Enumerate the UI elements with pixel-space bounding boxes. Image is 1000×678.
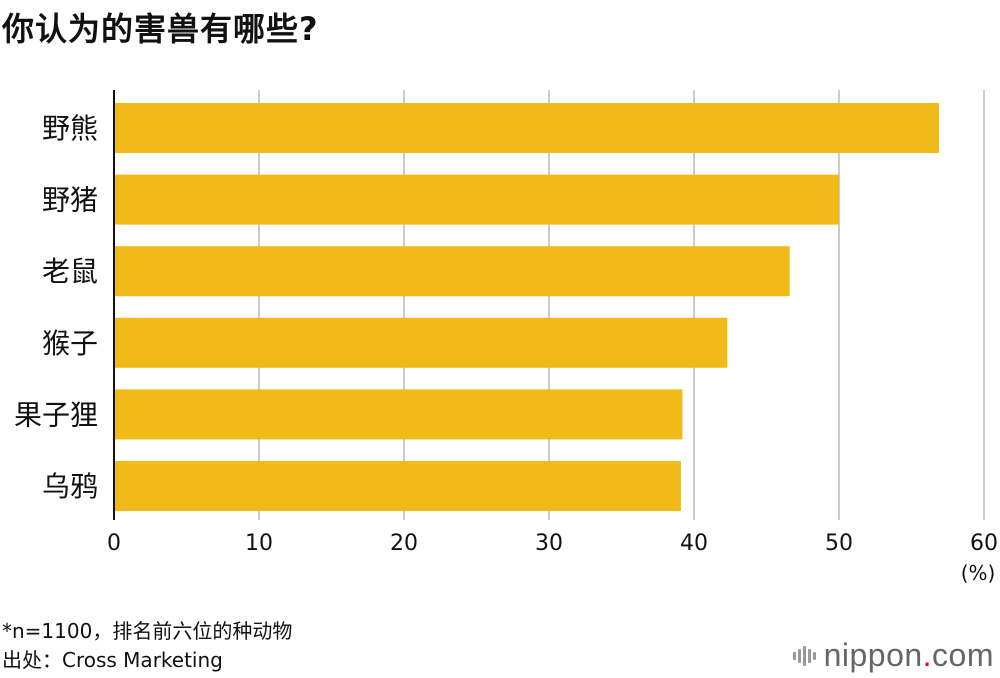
- unit-label: (%): [961, 561, 996, 585]
- x-tick-labels: 0 10 20 30 40 50 60 (%): [107, 531, 998, 585]
- bar: [114, 318, 727, 368]
- category-label: 果子狸: [14, 398, 98, 431]
- bar: [114, 175, 839, 225]
- category-label: 野熊: [42, 112, 98, 145]
- brand-logo: nippon.com: [793, 637, 994, 674]
- bar: [114, 389, 682, 439]
- x-tick-label: 20: [390, 531, 418, 556]
- grid-lines: [259, 90, 984, 520]
- category-label: 乌鸦: [42, 470, 98, 503]
- footnote: *n=1100，排名前六位的种动物 出处：Cross Marketing: [2, 617, 292, 675]
- x-tick-label: 10: [245, 531, 273, 556]
- brand-bars-icon: [793, 646, 816, 666]
- bar: [114, 103, 939, 153]
- source-note: 出处：Cross Marketing: [2, 646, 292, 675]
- category-label: 野猪: [42, 184, 98, 217]
- bar: [114, 461, 681, 511]
- x-tick-label: 30: [535, 531, 563, 556]
- bar: [114, 246, 790, 296]
- brand-dot: .: [923, 637, 932, 673]
- brand-name: nippon: [824, 637, 923, 673]
- x-tick-label: 50: [825, 531, 853, 556]
- category-label: 老鼠: [42, 255, 98, 288]
- category-label: 猴子: [42, 327, 98, 360]
- brand-tld: com: [932, 637, 994, 673]
- bars: [114, 103, 939, 511]
- x-tick-label: 40: [680, 531, 708, 556]
- x-tick-label: 60: [970, 531, 998, 556]
- sample-note: *n=1100，排名前六位的种动物: [2, 617, 292, 646]
- x-tick-label: 0: [107, 531, 121, 556]
